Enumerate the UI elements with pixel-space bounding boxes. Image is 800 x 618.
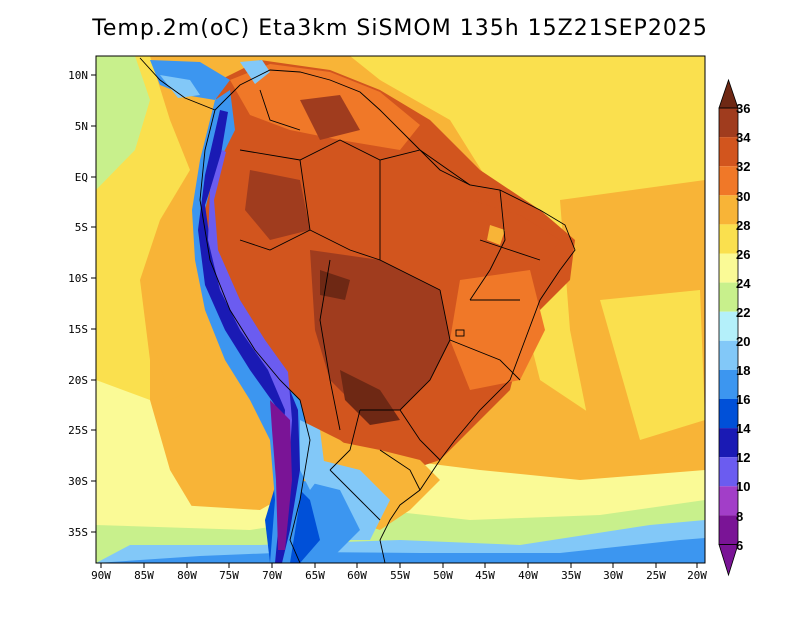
colorbar-cap-bottom bbox=[719, 544, 738, 575]
colorbar-label-20: 20 bbox=[736, 334, 750, 349]
lon-label-20w: 20W bbox=[687, 569, 707, 582]
colorbar-box-20-22 bbox=[719, 311, 738, 341]
colorbar-box-12-14 bbox=[719, 428, 738, 458]
colorbar-box-22-24 bbox=[719, 282, 738, 312]
longitude-axis: 90W 85W 80W 75W 70W 65W 60W 55W 50W 45W … bbox=[91, 563, 707, 582]
lat-label-5s: 5S bbox=[75, 221, 88, 234]
lon-label-75w: 75W bbox=[219, 569, 239, 582]
lat-label-5n: 5N bbox=[75, 120, 88, 133]
lat-label-15s: 15S bbox=[68, 323, 88, 336]
colorbar-label-36: 36 bbox=[736, 101, 750, 116]
colorbar-label-8: 8 bbox=[736, 509, 743, 524]
country-boundaries bbox=[139, 57, 576, 563]
colorbar-label-16: 16 bbox=[736, 392, 750, 407]
lon-label-85w: 85W bbox=[134, 569, 154, 582]
colorbar-label-24: 24 bbox=[736, 276, 751, 291]
lat-label-25s: 25S bbox=[68, 424, 88, 437]
colorbar-box-26-28 bbox=[719, 224, 738, 254]
lon-label-35w: 35W bbox=[561, 569, 581, 582]
colorbar-box-8-10 bbox=[719, 486, 738, 516]
lon-label-80w: 80W bbox=[177, 569, 197, 582]
colorbar-label-26: 26 bbox=[736, 247, 750, 262]
lon-label-45w: 45W bbox=[475, 569, 495, 582]
lat-label-20s: 20S bbox=[68, 374, 88, 387]
lon-label-70w: 70W bbox=[262, 569, 282, 582]
lon-label-60w: 60W bbox=[347, 569, 367, 582]
colorbar-box-30-32 bbox=[719, 166, 738, 196]
map-title: Temp.2m(oC) Eta3km SiSMOM 135h 15Z21SEP2… bbox=[92, 16, 708, 41]
colorbar-box-34-36 bbox=[719, 108, 738, 138]
colorbar-label-10: 10 bbox=[736, 479, 750, 494]
colorbar-box-18-20 bbox=[719, 340, 738, 370]
latitude-axis: 10N 5N EQ 5S 10S 15S 20S 25S 30S 35S bbox=[68, 69, 96, 539]
colorbar-box-10-12 bbox=[719, 457, 738, 487]
colorbar-label-34: 34 bbox=[736, 130, 751, 145]
colorbar-label-30: 30 bbox=[736, 189, 750, 204]
lon-label-55w: 55W bbox=[390, 569, 410, 582]
lon-label-50w: 50W bbox=[433, 569, 453, 582]
colorbar-label-6: 6 bbox=[736, 538, 743, 553]
colorbar-cap-top bbox=[719, 80, 738, 108]
colorbar-box-16-18 bbox=[719, 369, 738, 399]
colorbar-box-6-8 bbox=[719, 515, 738, 545]
colorbar-box-32-34 bbox=[719, 137, 738, 167]
lat-label-eq: EQ bbox=[75, 171, 88, 184]
colorbar-label-32: 32 bbox=[736, 159, 750, 174]
colorbar-label-14: 14 bbox=[736, 421, 751, 436]
colorbar-box-24-26 bbox=[719, 253, 738, 283]
lon-label-90w: 90W bbox=[91, 569, 111, 582]
colorbar-label-22: 22 bbox=[736, 305, 750, 320]
lon-label-30w: 30W bbox=[603, 569, 623, 582]
lon-label-65w: 65W bbox=[305, 569, 325, 582]
colorbar-box-28-30 bbox=[719, 195, 738, 225]
colorbar-label-12: 12 bbox=[736, 450, 750, 465]
temperature-field bbox=[96, 56, 705, 563]
lat-label-10n: 10N bbox=[68, 69, 88, 82]
colorbar-box-14-16 bbox=[719, 399, 738, 429]
lon-label-25w: 25W bbox=[646, 569, 666, 582]
lon-label-40w: 40W bbox=[518, 569, 538, 582]
colorbar: 36 34 32 30 28 26 24 22 20 18 16 14 12 1… bbox=[718, 78, 751, 577]
lat-label-30s: 30S bbox=[68, 475, 88, 488]
lat-label-35s: 35S bbox=[68, 526, 88, 539]
colorbar-label-28: 28 bbox=[736, 218, 750, 233]
colorbar-label-18: 18 bbox=[736, 363, 750, 378]
lat-label-10s: 10S bbox=[68, 272, 88, 285]
